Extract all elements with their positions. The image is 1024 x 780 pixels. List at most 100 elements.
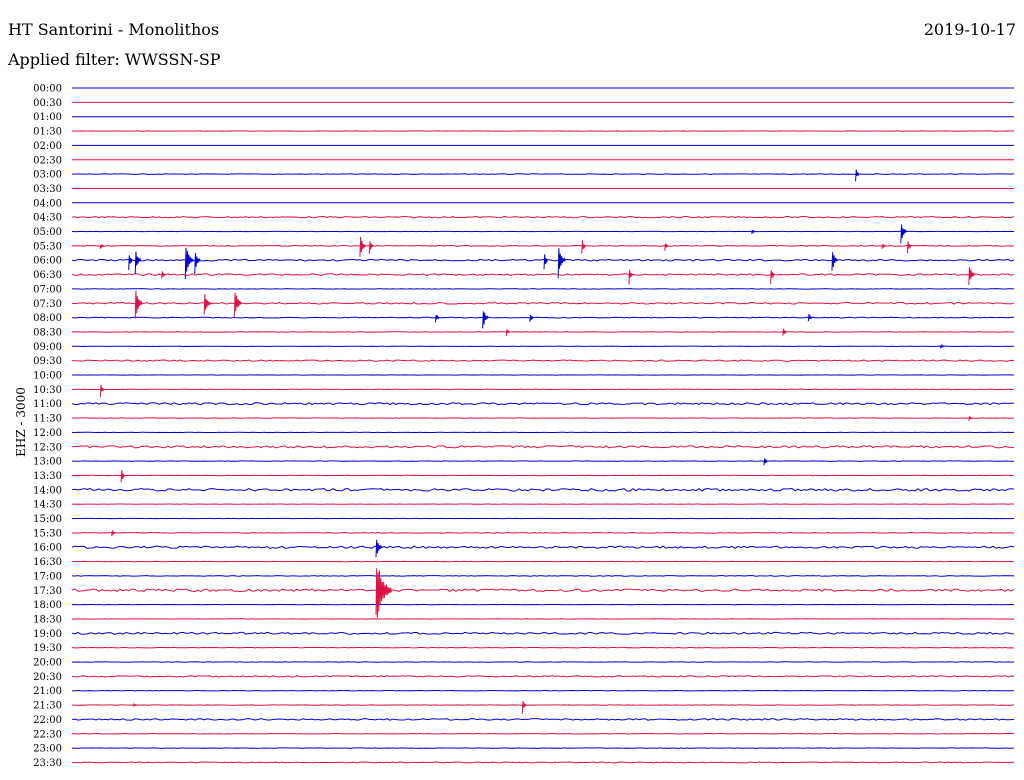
time-tick-label: 06:30 [33, 270, 62, 281]
time-tick-label: 21:30 [33, 701, 62, 712]
time-tick-label: 10:00 [33, 371, 62, 382]
seismic-event [855, 169, 860, 182]
time-tick-label: 01:00 [33, 112, 62, 123]
time-tick-label: 08:00 [33, 313, 62, 324]
seismic-event [543, 254, 548, 270]
trace-line [71, 761, 1015, 764]
time-tick-label: 17:00 [33, 571, 62, 582]
seismic-event [628, 269, 633, 285]
time-tick-label: 18:00 [33, 600, 62, 611]
trace-line [71, 258, 1015, 262]
trace-line [71, 575, 1015, 577]
time-tick-label: 23:00 [33, 744, 62, 755]
trace-line [71, 273, 1015, 276]
time-tick-label: 09:30 [33, 356, 62, 367]
seismic-event [521, 700, 527, 714]
trace-line [71, 445, 1015, 449]
seismic-event [134, 251, 142, 274]
trace-line [71, 545, 1015, 549]
time-tick-label: 03:00 [33, 170, 62, 181]
trace-line [71, 359, 1015, 362]
seismic-event [132, 702, 138, 707]
time-tick-label: 14:00 [33, 485, 62, 496]
seismic-event [161, 271, 166, 279]
seismic-event [782, 328, 787, 336]
time-tick-label: 03:30 [33, 184, 62, 195]
trace-line [71, 402, 1015, 406]
time-tick-label: 13:00 [33, 457, 62, 468]
time-tick-label: 23:30 [33, 758, 62, 769]
seismic-event [529, 314, 534, 322]
time-tick-label: 12:00 [33, 428, 62, 439]
trace-line [71, 216, 1015, 219]
seismic-event [831, 252, 838, 271]
time-tick-label: 05:30 [33, 241, 62, 252]
seismic-event [807, 313, 813, 322]
time-tick-label: 07:30 [33, 299, 62, 310]
seismic-event [482, 311, 489, 329]
time-tick-label: 15:00 [33, 514, 62, 525]
time-tick-label: 06:00 [33, 256, 62, 267]
trace-line [71, 316, 1015, 319]
seismic-event [434, 314, 440, 323]
seismic-event [120, 470, 126, 483]
seismic-event [751, 229, 756, 235]
seismic-event [581, 240, 586, 254]
time-tick-label: 04:00 [33, 198, 62, 209]
time-tick-label: 08:30 [33, 327, 62, 338]
seismic-event [968, 416, 973, 422]
trace-line [71, 532, 1015, 534]
trace-line [71, 173, 1015, 175]
seismic-event [194, 252, 201, 274]
seismic-event [128, 255, 133, 270]
seismic-event [99, 244, 105, 249]
time-tick-label: 18:30 [33, 614, 62, 625]
trace-line [71, 244, 1015, 247]
time-tick-label: 21:00 [33, 686, 62, 697]
time-tick-label: 02:30 [33, 155, 62, 166]
seismic-event [368, 241, 374, 254]
trace-line [71, 301, 1015, 305]
time-tick-label: 01:30 [33, 127, 62, 138]
seismic-event [134, 290, 143, 319]
seismic-event [375, 539, 383, 558]
time-tick-label: 17:30 [33, 586, 62, 597]
seismic-event [770, 270, 775, 284]
seismic-event [375, 568, 392, 618]
seismic-event [557, 248, 566, 279]
seismic-event [505, 329, 511, 337]
time-tick-label: 00:00 [33, 84, 62, 95]
time-tick-label: 22:30 [33, 729, 62, 740]
seismic-event [906, 241, 912, 254]
time-tick-label: 05:00 [33, 227, 62, 238]
seismic-event [359, 237, 366, 257]
time-tick-label: 13:30 [33, 471, 62, 482]
seismic-event [184, 247, 194, 279]
time-tick-label: 07:00 [33, 284, 62, 295]
seismic-event [203, 294, 211, 315]
record-date: 2019-10-17 [923, 20, 1016, 39]
seismic-event [900, 224, 907, 244]
time-tick-label: 09:00 [33, 342, 62, 353]
time-tick-label: 00:30 [33, 98, 62, 109]
trace-line [71, 675, 1015, 678]
time-tick-label: 19:30 [33, 643, 62, 654]
seismic-event [881, 243, 886, 249]
time-tick-label: 20:00 [33, 658, 62, 669]
time-tick-label: 11:30 [33, 414, 62, 425]
seismic-event [233, 292, 242, 317]
time-tick-label: 12:30 [33, 442, 62, 453]
seismic-event [99, 384, 105, 398]
trace-line [71, 487, 1015, 492]
seismic-event [968, 267, 975, 285]
time-tick-label: 02:00 [33, 141, 62, 152]
seismic-event [111, 530, 116, 537]
trace-line [71, 718, 1015, 721]
time-tick-label: 22:00 [33, 715, 62, 726]
filter-label: Applied filter: WWSSN-SP [8, 50, 221, 69]
seismic-event [763, 458, 768, 466]
time-tick-label: 10:30 [33, 385, 62, 396]
time-tick-label: 11:00 [33, 399, 62, 410]
station-title: HT Santorini - Monolithos [8, 20, 220, 39]
